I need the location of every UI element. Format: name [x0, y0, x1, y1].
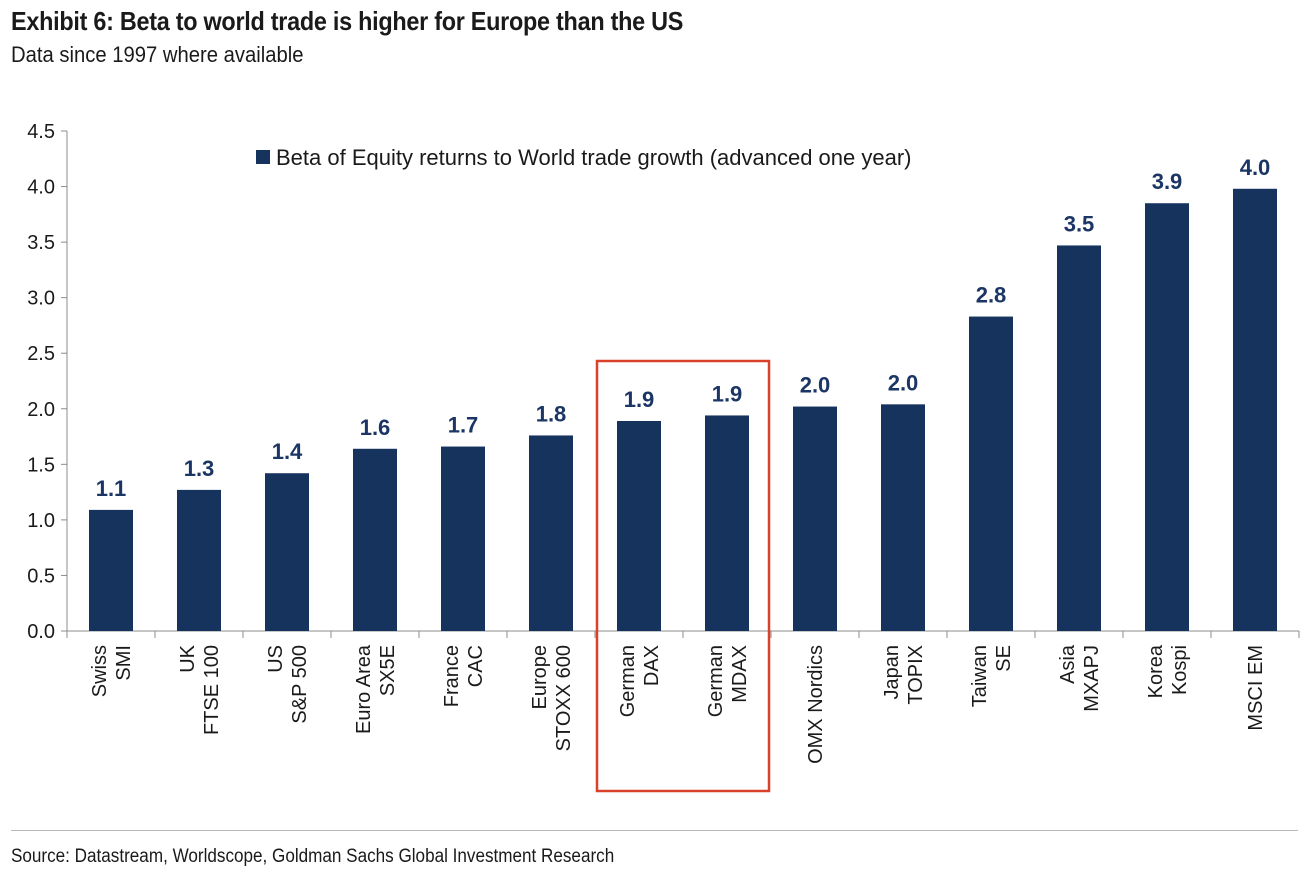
x-category-label: OMX Nordics: [805, 645, 827, 764]
data-label: 1.9: [624, 387, 655, 412]
x-category-label-line: German: [705, 645, 727, 717]
x-category-label: Korea Kospi: [1145, 644, 1191, 698]
x-category-label: MSCI EM: [1245, 645, 1267, 731]
x-category-label: Taiwan SE: [969, 645, 1015, 707]
x-category-label: France CAC: [441, 645, 487, 707]
data-label: 1.8: [536, 401, 567, 426]
x-category-label-line: MDAX: [729, 645, 751, 703]
data-label: 1.7: [448, 413, 479, 438]
y-tick-label: 1.0: [27, 510, 55, 532]
x-category-label-line: STOXX 600: [553, 645, 575, 751]
bar: [969, 316, 1013, 631]
y-tick-label: 3.0: [27, 288, 55, 310]
x-category-label-line: German: [617, 645, 639, 717]
x-category-label-line: SE: [993, 645, 1015, 672]
bar: [793, 406, 837, 631]
bar: [705, 415, 749, 631]
x-category-label: UK FTSE 100: [177, 644, 223, 735]
legend-swatch: [256, 150, 270, 164]
x-category-label-line: France: [441, 645, 463, 707]
x-category-label-line: Taiwan: [969, 645, 991, 707]
bar: [265, 473, 309, 631]
x-category-label-line: Asia: [1057, 644, 1079, 684]
bar: [353, 448, 397, 631]
x-category-label-line: MSCI EM: [1245, 645, 1267, 731]
x-category-label-line: Japan: [881, 645, 903, 700]
x-category-label-line: DAX: [641, 645, 663, 686]
bar: [529, 435, 573, 631]
source-note: Source: Datastream, Worldscope, Goldman …: [11, 846, 615, 867]
bar: [881, 404, 925, 631]
highlight-box: [595, 359, 771, 793]
y-tick-label: 4.0: [27, 177, 55, 199]
data-label: 1.9: [712, 381, 743, 406]
x-category-label: German MDAX: [705, 645, 751, 717]
x-category-label: Europe STOXX 600: [529, 645, 575, 751]
chart-subtitle: Data since 1997 where available: [11, 42, 304, 67]
x-category-label-line: Swiss: [89, 645, 111, 697]
bar: [89, 509, 133, 631]
legend-label: Beta of Equity returns to World trade gr…: [276, 145, 912, 170]
data-label: 2.0: [888, 370, 919, 395]
x-category-label-line: MXAPJ: [1081, 645, 1103, 712]
x-category-label: US S&P 500: [265, 645, 311, 724]
bar: [617, 421, 661, 631]
x-category-label-line: Europe: [529, 645, 551, 710]
y-tick-label: 0.5: [27, 565, 55, 587]
y-tick-label: 4.5: [27, 121, 55, 143]
chart-title: Exhibit 6: Beta to world trade is higher…: [11, 6, 684, 36]
x-category-label-line: SX5E: [377, 645, 399, 696]
x-category-label-line: US: [265, 645, 287, 673]
footer-divider: [11, 830, 1298, 831]
x-category-label-line: CAC: [465, 645, 487, 687]
x-category-label-line: OMX Nordics: [805, 645, 827, 764]
data-label: 4.0: [1240, 155, 1271, 180]
x-category-label-line: Korea: [1145, 644, 1167, 698]
x-category-label-line: FTSE 100: [201, 645, 223, 735]
bar: [177, 489, 221, 631]
bar: [1145, 203, 1189, 631]
data-label: 1.1: [96, 476, 127, 501]
x-category-label: Euro Area SX5E: [353, 644, 399, 734]
y-tick-label: 0.0: [27, 621, 55, 643]
bar: [441, 446, 485, 631]
x-category-label: Swiss SMI: [89, 645, 135, 697]
bar: [1233, 188, 1277, 631]
x-category-label: Japan TOPIX: [881, 645, 927, 705]
y-tick-label: 2.5: [27, 343, 55, 365]
data-label: 3.5: [1064, 211, 1095, 236]
y-tick-label: 2.0: [27, 399, 55, 421]
x-category-label-line: Euro Area: [353, 644, 375, 734]
data-label: 2.8: [976, 283, 1007, 308]
y-tick-label: 3.5: [27, 232, 55, 254]
x-category-label-line: SMI: [113, 645, 135, 681]
y-tick-label: 1.5: [27, 454, 55, 476]
data-label: 3.9: [1152, 169, 1183, 194]
data-label: 1.4: [272, 439, 303, 464]
bar: [1057, 245, 1101, 631]
data-label: 1.3: [184, 456, 215, 481]
x-category-label-line: Kospi: [1169, 645, 1191, 695]
data-label: 1.6: [360, 415, 391, 440]
data-label: 2.0: [800, 373, 831, 398]
x-category-label: Asia MXAPJ: [1057, 644, 1103, 712]
x-category-label-line: UK: [177, 644, 199, 672]
x-category-label-line: S&P 500: [289, 645, 311, 724]
x-category-label: German DAX: [617, 645, 663, 717]
x-category-label-line: TOPIX: [905, 645, 927, 705]
